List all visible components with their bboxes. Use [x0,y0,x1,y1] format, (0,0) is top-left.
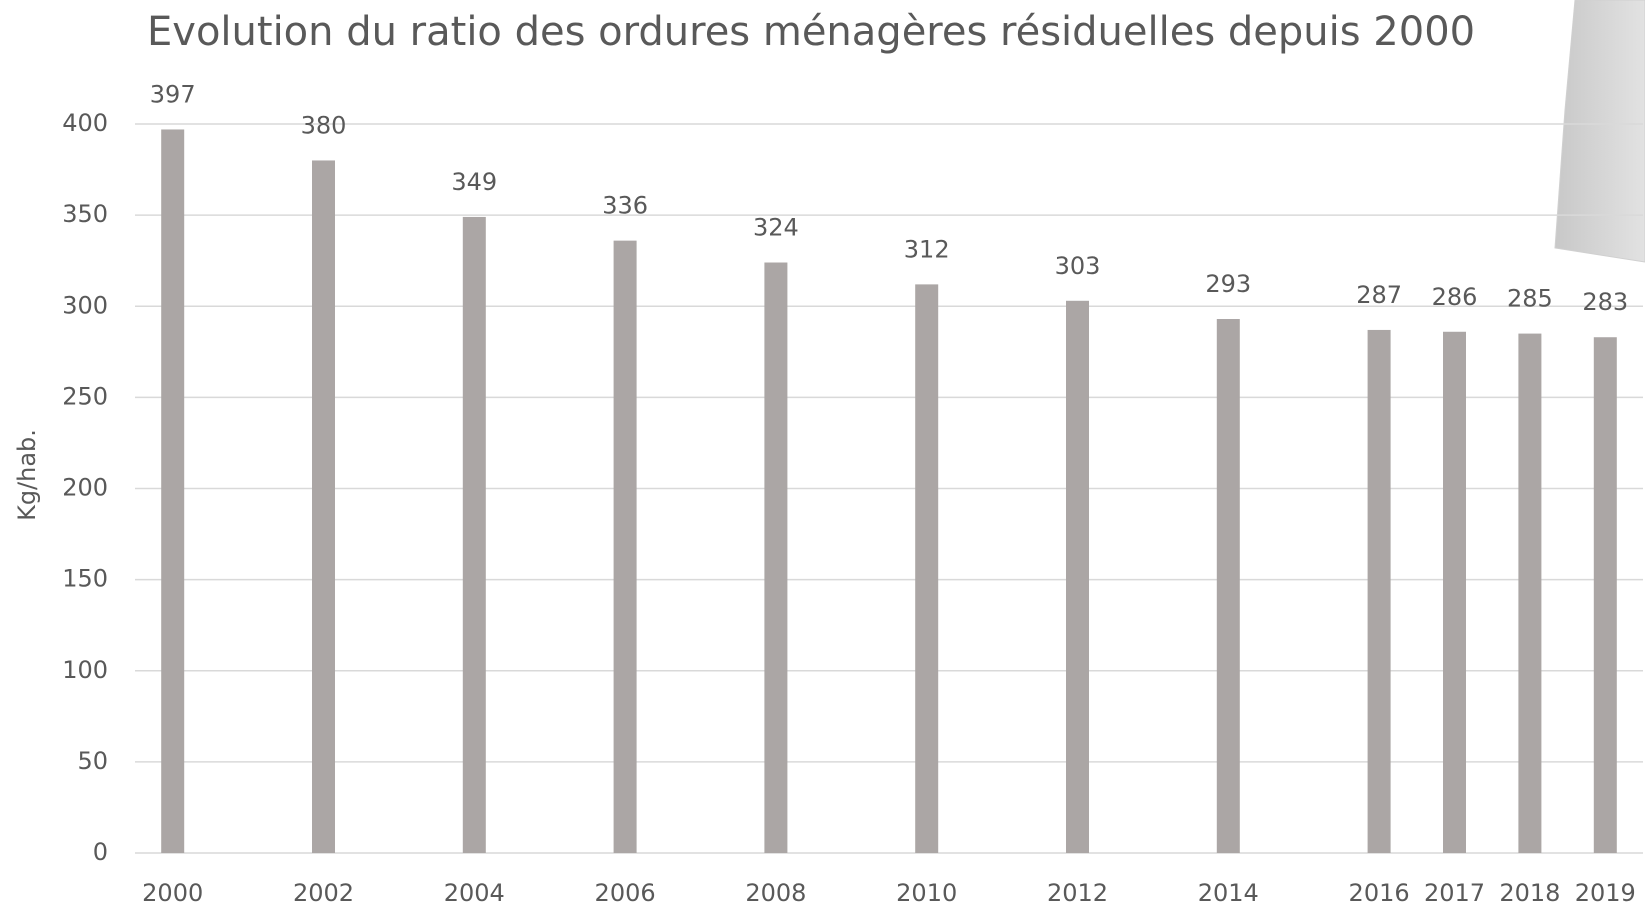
x-tick-label: 2002 [293,879,354,907]
x-tick-label: 2012 [1047,879,1108,907]
y-tick-label: 100 [62,656,108,684]
value-label: 397 [150,80,196,108]
value-label: 349 [451,168,497,196]
value-label: 324 [753,214,799,242]
bar [1066,300,1089,854]
bar [1216,319,1240,853]
x-tick-label: 2017 [1424,879,1485,907]
y-axis-label: Kg/hab. [13,429,41,521]
x-tick-label: 2000 [142,879,203,907]
value-label: 285 [1507,285,1553,313]
y-tick-label: 400 [62,109,108,137]
value-label: 287 [1356,281,1402,309]
bar [915,284,939,853]
bar [764,262,788,853]
value-label: 312 [904,235,950,263]
value-label: 336 [602,192,648,220]
bar [462,216,486,853]
chart-title: Evolution du ratio des ordures ménagères… [147,9,1475,55]
x-tick-label: 2008 [745,879,806,907]
value-label: 293 [1205,270,1251,298]
y-tick-label: 0 [93,838,108,866]
bar [613,240,637,853]
bar [1593,337,1617,853]
value-label: 380 [301,111,347,139]
x-tick-label: 2019 [1575,879,1636,907]
x-tick-label: 2014 [1198,879,1259,907]
bar [312,160,335,853]
x-tick-label: 2010 [896,879,957,907]
bar [161,129,185,853]
y-tick-label: 200 [62,474,108,502]
y-tick-label: 150 [62,565,108,593]
x-tick-label: 2018 [1499,879,1560,907]
y-tick-label: 250 [62,382,108,410]
value-label: 303 [1055,252,1101,280]
bar [1518,333,1542,853]
bar [1443,331,1466,853]
value-label: 283 [1582,288,1628,316]
bar [1367,329,1391,853]
decoration [1554,0,1645,263]
y-tick-label: 50 [77,747,108,775]
y-tick-label: 300 [62,291,108,319]
y-tick-label: 350 [62,200,108,228]
x-tick-label: 2016 [1349,879,1410,907]
x-tick-label: 2004 [444,879,505,907]
x-tick-label: 2006 [595,879,656,907]
value-label: 286 [1432,283,1478,311]
